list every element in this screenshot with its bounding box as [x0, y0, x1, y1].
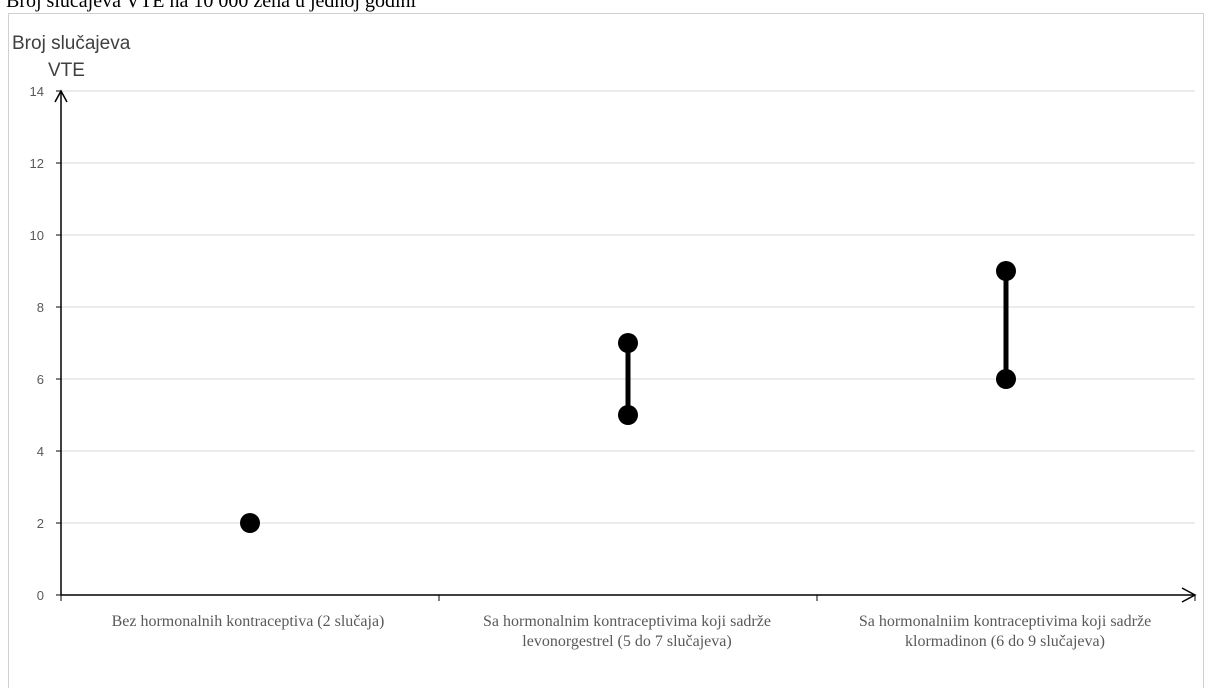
x-category-label-2: Sa hormonalnim kontraceptivima koji sadr… — [483, 613, 771, 650]
chart-frame — [8, 13, 1204, 688]
y-axis-label-line1: Broj slučajeva — [12, 33, 131, 54]
y-axis-label-line2: VTE — [48, 60, 85, 81]
y-tick-label-6: 6 — [37, 372, 44, 387]
page-title: Broj slučajeva VTE na 10 000 žena u jedn… — [6, 0, 417, 12]
range-high-point-3 — [996, 261, 1016, 281]
y-tick-label-2: 2 — [37, 516, 44, 531]
y-tick-label-12: 12 — [30, 156, 44, 171]
range-low-point-2 — [618, 405, 638, 425]
data-point-1 — [240, 513, 260, 533]
range-low-point-3 — [996, 369, 1016, 389]
y-tick-label-4: 4 — [37, 444, 44, 459]
y-axis-arrow — [54, 89, 68, 103]
x-category-label-1: Bez hormonalnih kontraceptiva (2 slučaja… — [111, 613, 385, 630]
y-tick-label-14: 14 — [30, 84, 44, 99]
range-high-point-2 — [618, 333, 638, 353]
y-tick-label-10: 10 — [30, 228, 44, 243]
x-category-label-3: Sa hormonalniim kontraceptivima koji sad… — [858, 613, 1152, 650]
y-tick-label-0: 0 — [37, 588, 44, 603]
y-tick-label-8: 8 — [37, 300, 44, 315]
y-axis-label: Broj slučajeva VTE — [12, 30, 130, 84]
